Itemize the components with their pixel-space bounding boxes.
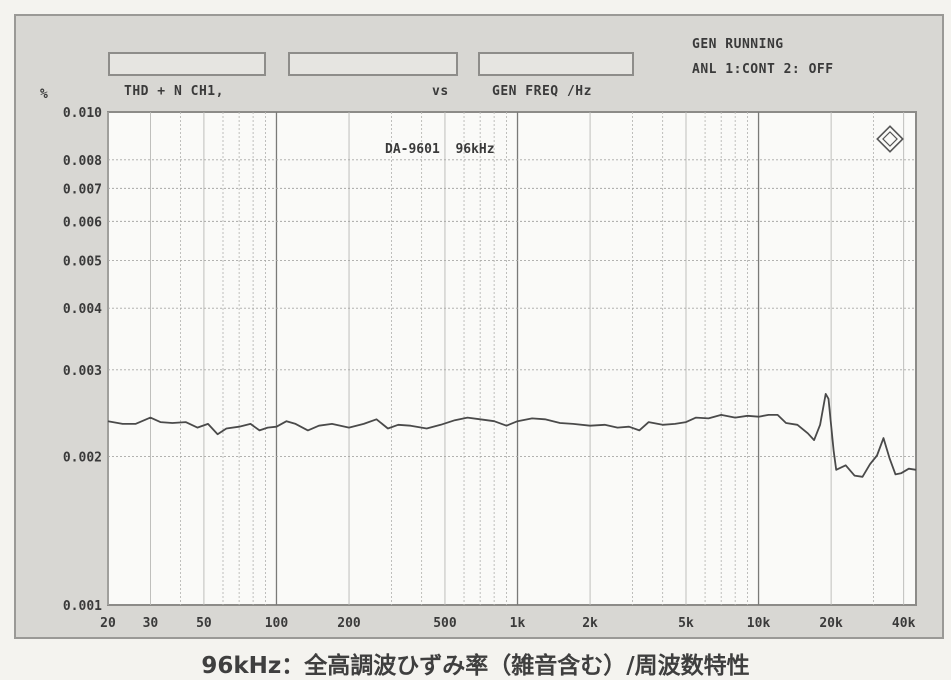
sweep-label: GEN FREQ /Hz [492,84,592,99]
y-tick-label: 0.008 [63,154,102,169]
x-tick-label: 200 [337,616,361,631]
y-tick-label: 0.010 [63,106,102,121]
header-field-3 [478,52,634,76]
x-tick-label: 1k [510,616,526,631]
x-tick-label: 5k [678,616,694,631]
y-tick-label: 0.007 [63,182,102,197]
vs-label: vs [432,84,449,99]
generator-status: GEN RUNNING [692,37,784,52]
series-layer [107,392,917,478]
header-field-1 [108,52,266,76]
brand-logo-icon [876,125,904,153]
measurement-label: THD + N CH1, [124,84,224,99]
x-tick-label: 40k [892,616,916,631]
x-tick-label: 20 [100,616,116,631]
y-tick-label: 0.005 [63,254,102,269]
axes: 20 30 50 100 200 500 1k 2k 5k 10k 20k 40k 0.010 0.008… [63,106,916,631]
x-tick-label: 2k [582,616,598,631]
header-field-2 [288,52,458,76]
x-tick-label: 20k [819,616,843,631]
y-tick-label: 0.002 [63,451,102,466]
chart-title: DA-9601 96kHz [385,142,495,157]
y-tick-label: 0.001 [63,599,102,614]
y-axis-unit: % [40,87,48,102]
y-tick-label: 0.004 [63,302,102,317]
grid [107,112,916,605]
figure-caption: 96kHz：全高調波ひずみ率（雑音含む）/周波数特性 [201,653,750,679]
thd-series-line [107,392,917,478]
x-tick-label: 50 [196,616,212,631]
x-tick-label: 10k [747,616,771,631]
x-tick-label: 30 [143,616,159,631]
plot-area [107,111,917,606]
analyzer-status: ANL 1:CONT 2: OFF [692,62,834,77]
y-tick-label: 0.003 [63,364,102,379]
y-tick-label: 0.006 [63,215,102,230]
x-tick-label: 500 [433,616,457,631]
x-tick-label: 100 [265,616,289,631]
